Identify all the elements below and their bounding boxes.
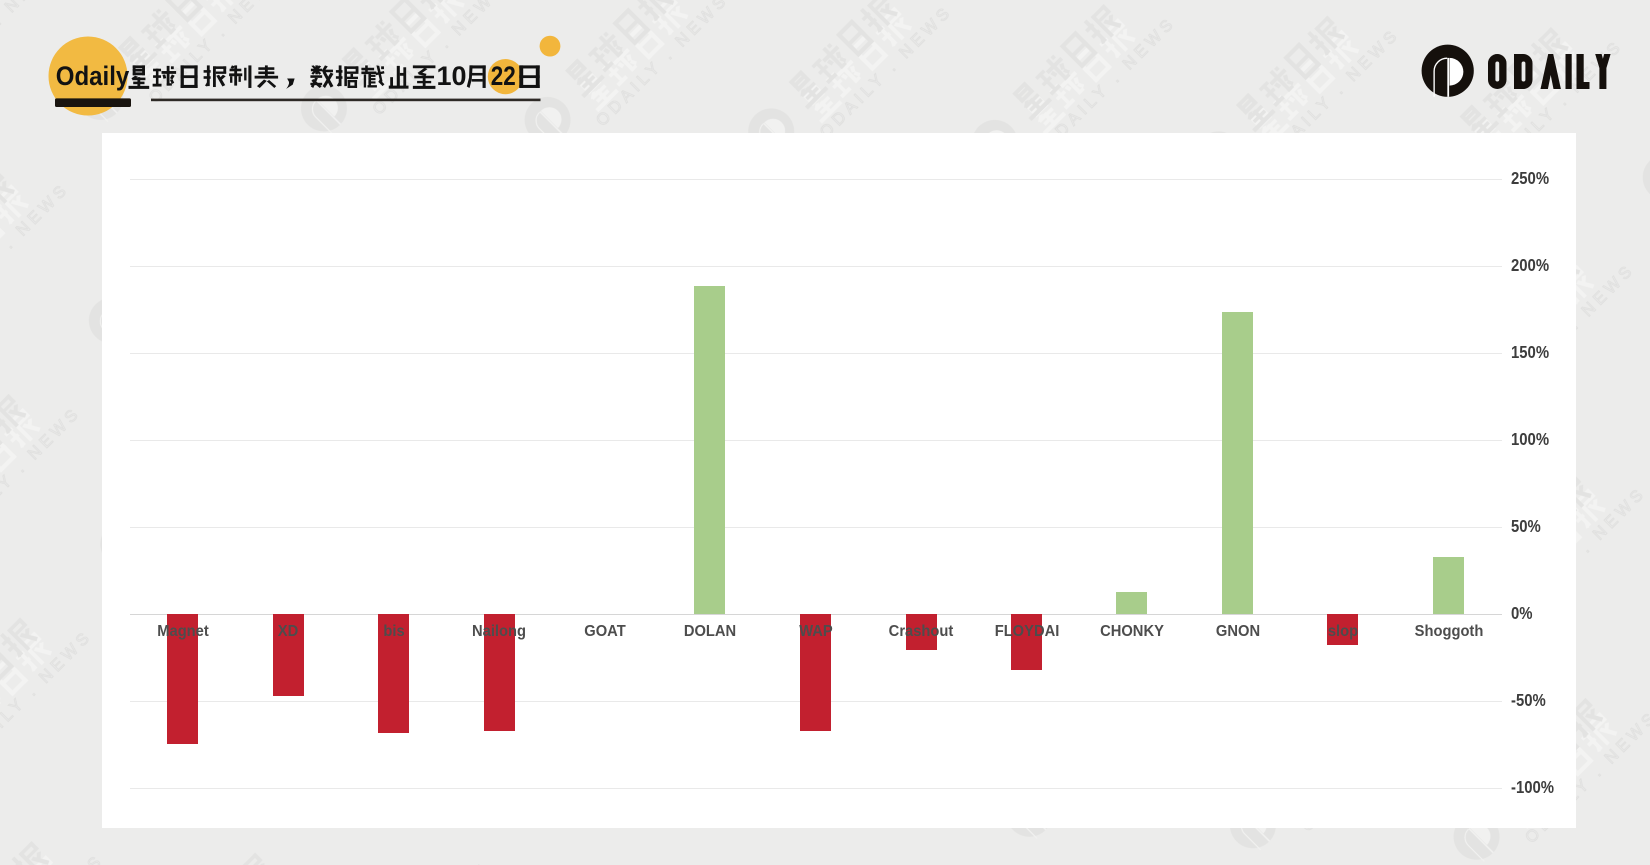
svg-text:10: 10 xyxy=(437,61,467,91)
svg-text:Odaily: Odaily xyxy=(56,61,130,91)
svg-text:22: 22 xyxy=(491,61,516,91)
